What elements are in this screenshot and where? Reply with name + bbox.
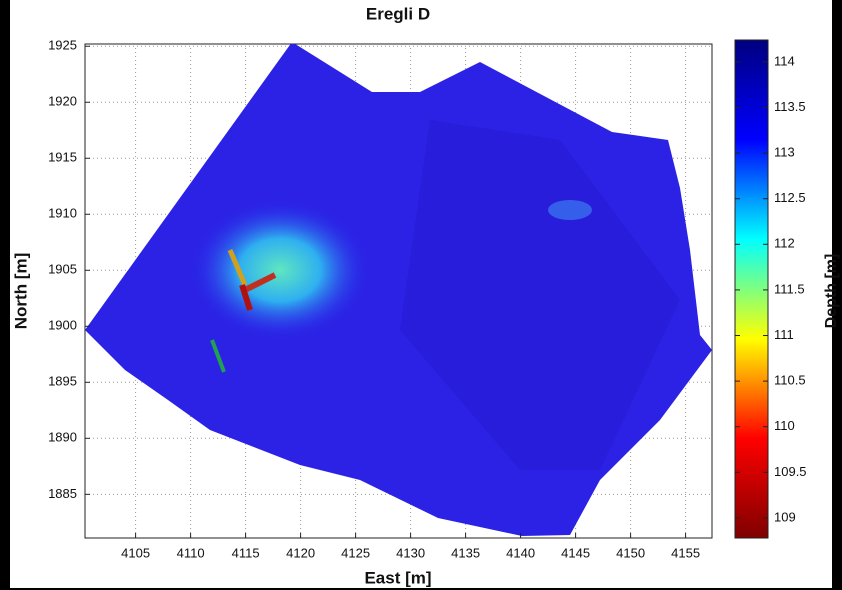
y-tick-label: 1910 [48,206,77,221]
colorbar-tick-label: 111.5 [774,281,805,296]
x-tick-label: 4130 [396,545,425,560]
colorbar-label: Depth [m] [823,254,840,329]
x-tick-label: 4115 [232,545,260,560]
x-tick-label: 4120 [286,545,315,560]
y-tick-label: 1925 [48,38,77,53]
x-axis-label: East [m] [364,568,431,587]
colorbar-tick-label: 109 [774,509,796,524]
colorbar-tick-label: 113 [774,145,795,160]
colorbar-tick-label: 111 [774,327,794,342]
y-axis-label: North [m] [11,253,30,329]
x-tick-label: 4140 [506,545,535,560]
colorbar [735,40,768,538]
y-tick-label: 1890 [48,430,77,445]
colorbar-tick-label: 113.5 [774,99,806,114]
x-tick-label: 4125 [341,545,370,560]
y-tick-label: 1895 [48,374,77,389]
y-tick-label: 1905 [48,262,77,277]
x-tick-label: 4150 [616,545,645,560]
figure: 4105 4110 4115 4120 4125 4130 4135 4140 4145 4150… [0,0,842,590]
colorbar-tick-label: 110.5 [774,373,806,388]
y-tick-label: 1885 [48,486,77,501]
shoal-area [190,200,370,340]
x-tick-label: 4110 [177,545,205,560]
y-tick-label: 1900 [48,318,77,333]
colorbar-tick-label: 109.5 [774,464,807,479]
y-tick-label: 1915 [48,150,77,165]
colorbar-tick-label: 114 [774,53,795,68]
x-tick-label: 4155 [671,545,700,560]
chart-title: Eregli D [366,4,430,23]
x-tick-label: 4145 [561,545,590,560]
colorbar-tick-label: 110 [774,418,795,433]
feature [548,200,592,220]
y-tick-label: 1920 [48,94,77,109]
x-tick-label: 4135 [451,545,480,560]
colorbar-tick-label: 112.5 [774,190,806,205]
colorbar-tick-label: 112 [774,236,795,251]
x-tick-label: 4105 [121,545,150,560]
